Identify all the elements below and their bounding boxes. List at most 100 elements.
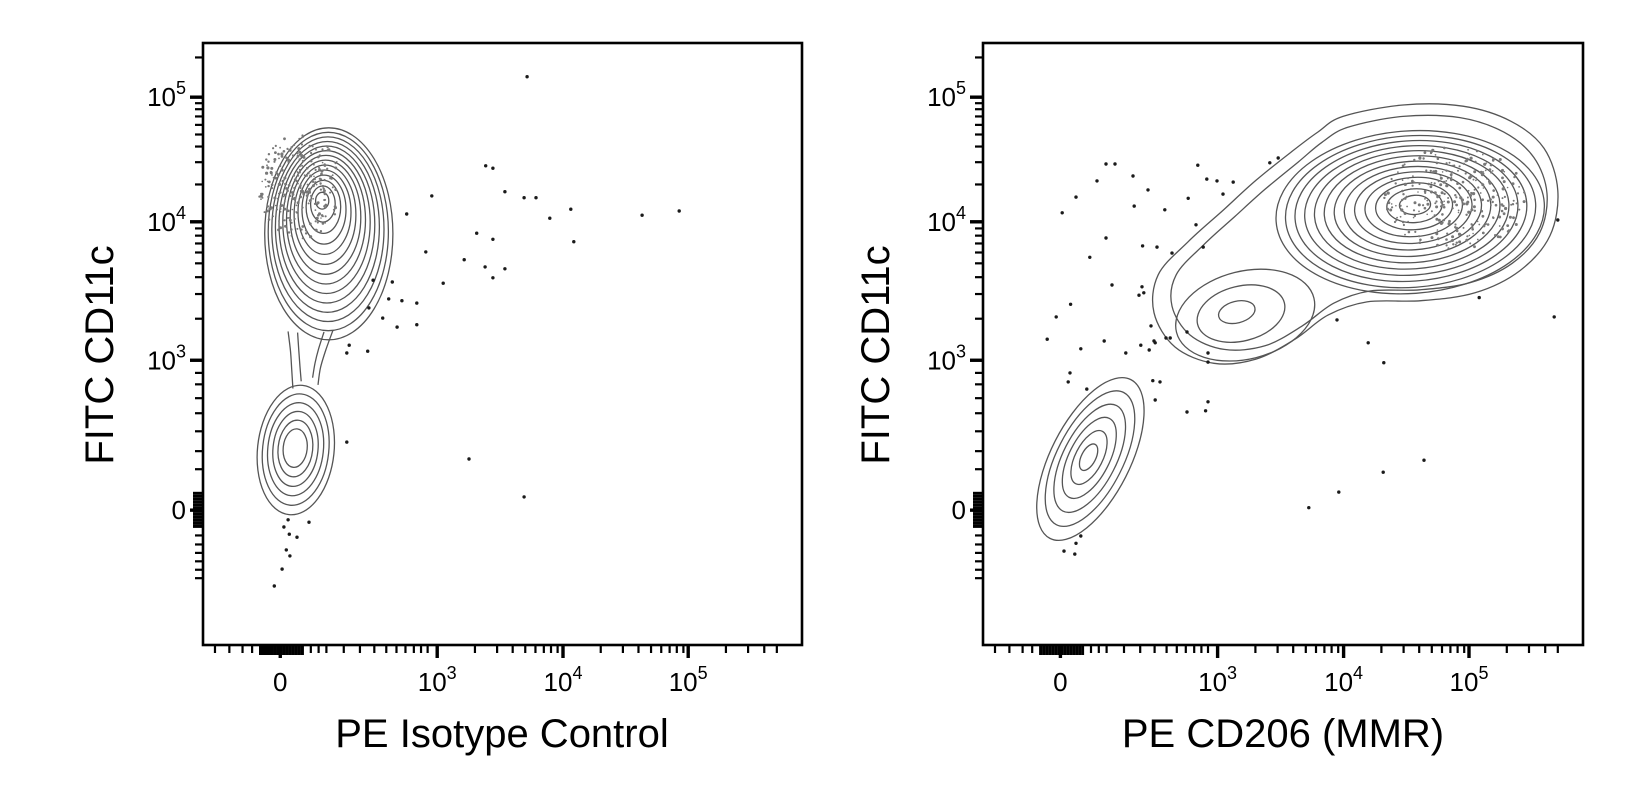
- event-dot: [295, 535, 299, 539]
- event-dot: [272, 584, 276, 588]
- y-axis-ticks: [970, 56, 982, 580]
- event-dot: [1073, 552, 1077, 556]
- event-dot: [572, 240, 576, 244]
- event-dot: [1142, 291, 1146, 295]
- contour-neck-line: [317, 329, 334, 385]
- event-dot: [1158, 380, 1162, 384]
- event-dot: [282, 525, 286, 529]
- plot-cd206-mmr: 0 103 104 105 105 104 103 0: [927, 41, 1585, 697]
- event-dot: [415, 323, 419, 327]
- population-contours: [264, 127, 394, 341]
- event-dot: [1113, 162, 1117, 166]
- tick-label: 103: [927, 341, 966, 375]
- population-contours: [1275, 129, 1546, 295]
- contour-level: [1053, 403, 1127, 514]
- contour-level: [285, 154, 367, 285]
- event-dot: [424, 250, 428, 254]
- event-dot: [1194, 223, 1198, 227]
- outer-contour-outline: [1170, 114, 1548, 351]
- y-axis-title-right: FITC CD11c: [854, 245, 898, 465]
- event-dot: [280, 567, 284, 571]
- contour-level: [1398, 194, 1432, 216]
- contour-level: [1333, 160, 1492, 258]
- event-dot: [1382, 361, 1386, 365]
- event-dot: [395, 325, 399, 329]
- plot-frame: [201, 41, 804, 647]
- event-dot: [1366, 341, 1370, 345]
- event-dot: [1206, 360, 1210, 364]
- event-dot: [1062, 549, 1066, 553]
- event-dot: [1552, 315, 1556, 319]
- event-dot: [1185, 410, 1189, 414]
- event-dot: [1139, 343, 1143, 347]
- event-dot: [288, 554, 292, 558]
- contour-level: [256, 384, 336, 516]
- contour-level: [297, 169, 352, 256]
- event-dot: [548, 216, 552, 220]
- contour-level: [305, 179, 342, 235]
- scatter-dots: [1045, 156, 1560, 556]
- tick-label: 105: [927, 78, 966, 112]
- contour-level: [1044, 390, 1136, 528]
- event-dot: [1206, 351, 1210, 355]
- event-dot: [1146, 188, 1150, 192]
- event-dot: [347, 343, 351, 347]
- event-dot: [371, 278, 375, 282]
- event-dot: [640, 213, 644, 217]
- contour-level: [314, 191, 330, 210]
- event-dot: [491, 276, 495, 280]
- population-contours: [1175, 268, 1316, 362]
- contour-level: [277, 419, 314, 478]
- tick-label: 104: [927, 203, 966, 237]
- event-dot: [1110, 283, 1114, 287]
- event-dot: [1268, 161, 1272, 165]
- event-dot: [1152, 339, 1156, 343]
- contour-level: [1275, 129, 1546, 295]
- contour-level: [1304, 144, 1519, 277]
- tick-label: 0: [172, 495, 186, 525]
- population-contours: [256, 384, 336, 516]
- event-dot: [1074, 195, 1078, 199]
- event-dot: [345, 351, 349, 355]
- contour-level: [261, 393, 330, 506]
- event-dot: [390, 280, 394, 284]
- density-speckle: [1383, 146, 1526, 250]
- contour-lines: [256, 127, 394, 516]
- event-dot: [1422, 458, 1426, 462]
- contour-level: [1375, 182, 1454, 231]
- event-dot: [405, 212, 409, 216]
- event-dot: [1140, 244, 1145, 248]
- contour-level: [1323, 155, 1501, 264]
- tick-label: 103: [147, 341, 186, 375]
- contour-level: [1061, 416, 1117, 500]
- event-dot: [522, 196, 526, 200]
- tick-label: 0: [1053, 667, 1067, 697]
- event-dot: [1205, 177, 1209, 181]
- event-dot: [1231, 180, 1235, 184]
- event-dot: [534, 196, 538, 200]
- event-dot: [1104, 236, 1108, 240]
- event-dot: [366, 349, 370, 353]
- event-dot: [1276, 156, 1280, 160]
- event-dot: [1556, 218, 1560, 222]
- outer-contour-outline: [1151, 103, 1559, 365]
- event-dot: [387, 297, 391, 301]
- event-dot: [1215, 179, 1219, 183]
- tick-label: 105: [1450, 663, 1489, 697]
- event-dot: [1201, 245, 1205, 249]
- contour-level: [1386, 188, 1443, 224]
- contour-level: [1070, 429, 1108, 486]
- contour-level: [272, 410, 319, 488]
- event-dot: [475, 231, 479, 235]
- event-dot: [1132, 204, 1136, 208]
- event-dot: [1085, 387, 1089, 391]
- event-dot: [1147, 348, 1151, 352]
- contour-level: [1284, 134, 1537, 289]
- event-dot: [1066, 380, 1070, 384]
- event-dot: [367, 306, 371, 310]
- event-dot: [1155, 245, 1159, 249]
- event-dot: [415, 301, 419, 305]
- event-dot: [1104, 162, 1108, 166]
- contour-level: [266, 402, 325, 497]
